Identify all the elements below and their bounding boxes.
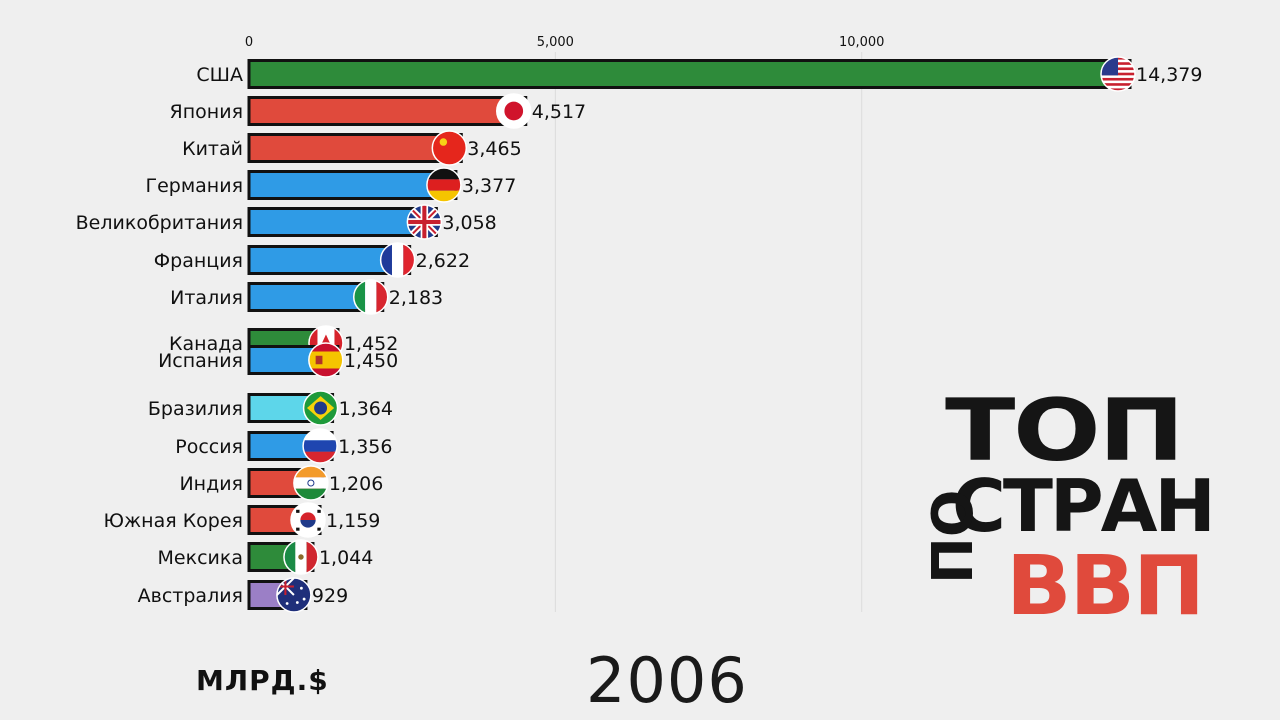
uk-flag-icon xyxy=(406,204,443,240)
brazil-flag-icon xyxy=(302,390,339,426)
x-tick-label: 10,000 xyxy=(839,35,885,50)
us-flag-icon xyxy=(1100,56,1136,92)
category-label: Россия xyxy=(175,436,243,458)
france-flag-icon xyxy=(379,242,416,278)
bar xyxy=(247,133,463,163)
bar xyxy=(247,59,1132,89)
japan-flag-icon xyxy=(496,93,532,129)
logo-line-top: ТОП xyxy=(945,381,1185,481)
value-label: 1,044 xyxy=(319,547,373,569)
mexico-flag-icon xyxy=(283,539,319,575)
category-label: Испания xyxy=(158,350,243,372)
category-label: Китай xyxy=(182,138,243,160)
unit-label: МЛРД.$ xyxy=(196,664,329,697)
category-label: Германия xyxy=(145,175,243,197)
category-label: Италия xyxy=(170,287,243,309)
category-label: Южная Корея xyxy=(104,510,243,532)
india-flag-icon xyxy=(293,465,329,501)
value-label: 2,183 xyxy=(389,287,443,309)
category-label: Австралия xyxy=(138,585,243,607)
category-label: США xyxy=(196,64,243,86)
value-label: 3,377 xyxy=(462,175,516,197)
value-label: 929 xyxy=(312,585,348,607)
spain-flag-icon xyxy=(308,342,344,378)
category-label: Великобритания xyxy=(76,212,243,234)
value-label: 1,452 xyxy=(344,333,398,355)
australia-flag-icon xyxy=(276,577,312,613)
logo-line-bottom: ВВП xyxy=(1006,539,1205,634)
china-flag-icon xyxy=(431,130,468,166)
x-tick-label: 5,000 xyxy=(537,35,574,50)
category-label: Япония xyxy=(170,101,243,123)
value-label: 2,622 xyxy=(416,250,470,272)
bar xyxy=(247,170,458,200)
category-label: Канада xyxy=(169,333,243,355)
russia-flag-icon xyxy=(302,428,338,464)
x-tick-label: 0 xyxy=(245,35,253,50)
value-label: 3,465 xyxy=(467,138,521,160)
value-label: 4,517 xyxy=(532,101,586,123)
category-label: Мексика xyxy=(158,547,243,569)
germany-flag-icon xyxy=(426,167,462,203)
italy-flag-icon xyxy=(353,279,389,315)
category-label: Бразилия xyxy=(148,398,243,420)
value-label: 3,058 xyxy=(442,212,496,234)
category-label: Индия xyxy=(179,473,243,495)
bar xyxy=(247,96,528,126)
value-label: 14,379 xyxy=(1136,64,1202,86)
category-label: Франция xyxy=(154,250,243,272)
value-label: 1,206 xyxy=(329,473,383,495)
title-logo: ТОП СТРАН ПО ВВП xyxy=(921,381,1216,638)
value-label: 1,159 xyxy=(326,510,380,532)
value-label: 1,356 xyxy=(338,436,392,458)
year-label: 2006 xyxy=(586,644,748,717)
value-label: 1,364 xyxy=(339,398,393,420)
south-korea-flag-icon xyxy=(290,502,326,538)
value-label: 1,450 xyxy=(344,350,398,372)
logo-line-middle: СТРАН xyxy=(952,464,1216,548)
bar xyxy=(247,207,438,237)
logo-prefix: ПО xyxy=(921,489,986,584)
